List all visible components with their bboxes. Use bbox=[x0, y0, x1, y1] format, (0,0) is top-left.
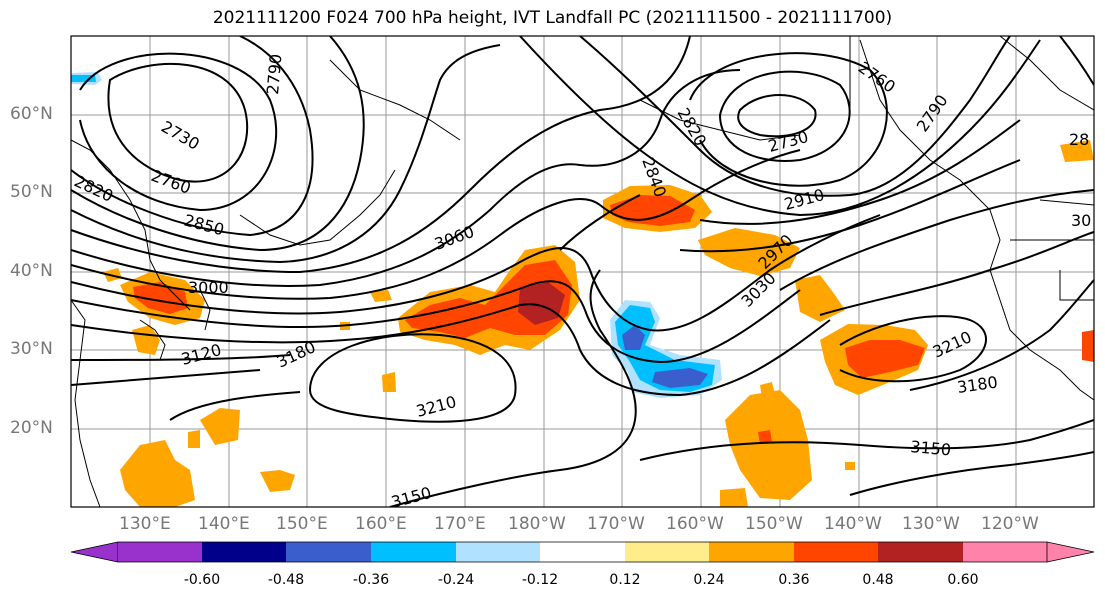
colorbar-tick-label: 0.60 bbox=[947, 572, 979, 588]
lon-label: 180°W bbox=[508, 514, 566, 534]
lon-label: 120°W bbox=[981, 514, 1039, 534]
lon-label: 160°E bbox=[355, 514, 407, 534]
colorbar-extend-max bbox=[1046, 541, 1095, 563]
lat-label: 60°N bbox=[10, 104, 53, 124]
map-title: 2021111200 F024 700 hPa height, IVT Land… bbox=[212, 8, 893, 28]
height-contours bbox=[71, 36, 1094, 507]
lat-label: 30°N bbox=[10, 339, 53, 359]
colorbar bbox=[70, 541, 1095, 563]
lon-label: 170°W bbox=[587, 514, 645, 534]
lat-label: 50°N bbox=[10, 182, 53, 202]
colorbar-tick-label: 0.48 bbox=[862, 572, 894, 588]
colorbar-tick-label: -0.36 bbox=[352, 572, 390, 588]
colorbar-tick-label: 0.12 bbox=[609, 572, 641, 588]
colorbar-tick-label: -0.24 bbox=[437, 572, 475, 588]
map-frame bbox=[70, 35, 1095, 508]
colorbar-tick-label: -0.12 bbox=[521, 572, 559, 588]
lon-label: 130°E bbox=[119, 514, 171, 534]
colorbar-extend-min bbox=[70, 541, 119, 563]
contour-label: 3000 bbox=[188, 278, 229, 297]
lon-label: 140°W bbox=[824, 514, 882, 534]
lat-label: 40°N bbox=[10, 261, 53, 281]
colorbar-tick-label: 0.36 bbox=[778, 572, 810, 588]
lon-label: 160°W bbox=[666, 514, 724, 534]
colorbar-tick-label: 0.24 bbox=[693, 572, 725, 588]
colorbar-tick-label: -0.60 bbox=[183, 572, 221, 588]
contour-label: 28 bbox=[1069, 130, 1089, 149]
contour-label: 2790 bbox=[263, 53, 285, 95]
contour-label: 3150 bbox=[910, 437, 952, 459]
lon-label: 170°E bbox=[434, 514, 486, 534]
lon-label: 130°W bbox=[902, 514, 960, 534]
contour-label: 30 bbox=[1071, 211, 1091, 230]
lon-label: 150°W bbox=[745, 514, 803, 534]
lon-label: 150°E bbox=[276, 514, 328, 534]
lon-label: 140°E bbox=[198, 514, 250, 534]
lat-label: 20°N bbox=[10, 418, 53, 438]
contour-label-group: 2790 2730 2820 2760 2850 3000 3060 3120 … bbox=[71, 53, 1091, 507]
colorbar-tick-label: -0.48 bbox=[267, 572, 305, 588]
